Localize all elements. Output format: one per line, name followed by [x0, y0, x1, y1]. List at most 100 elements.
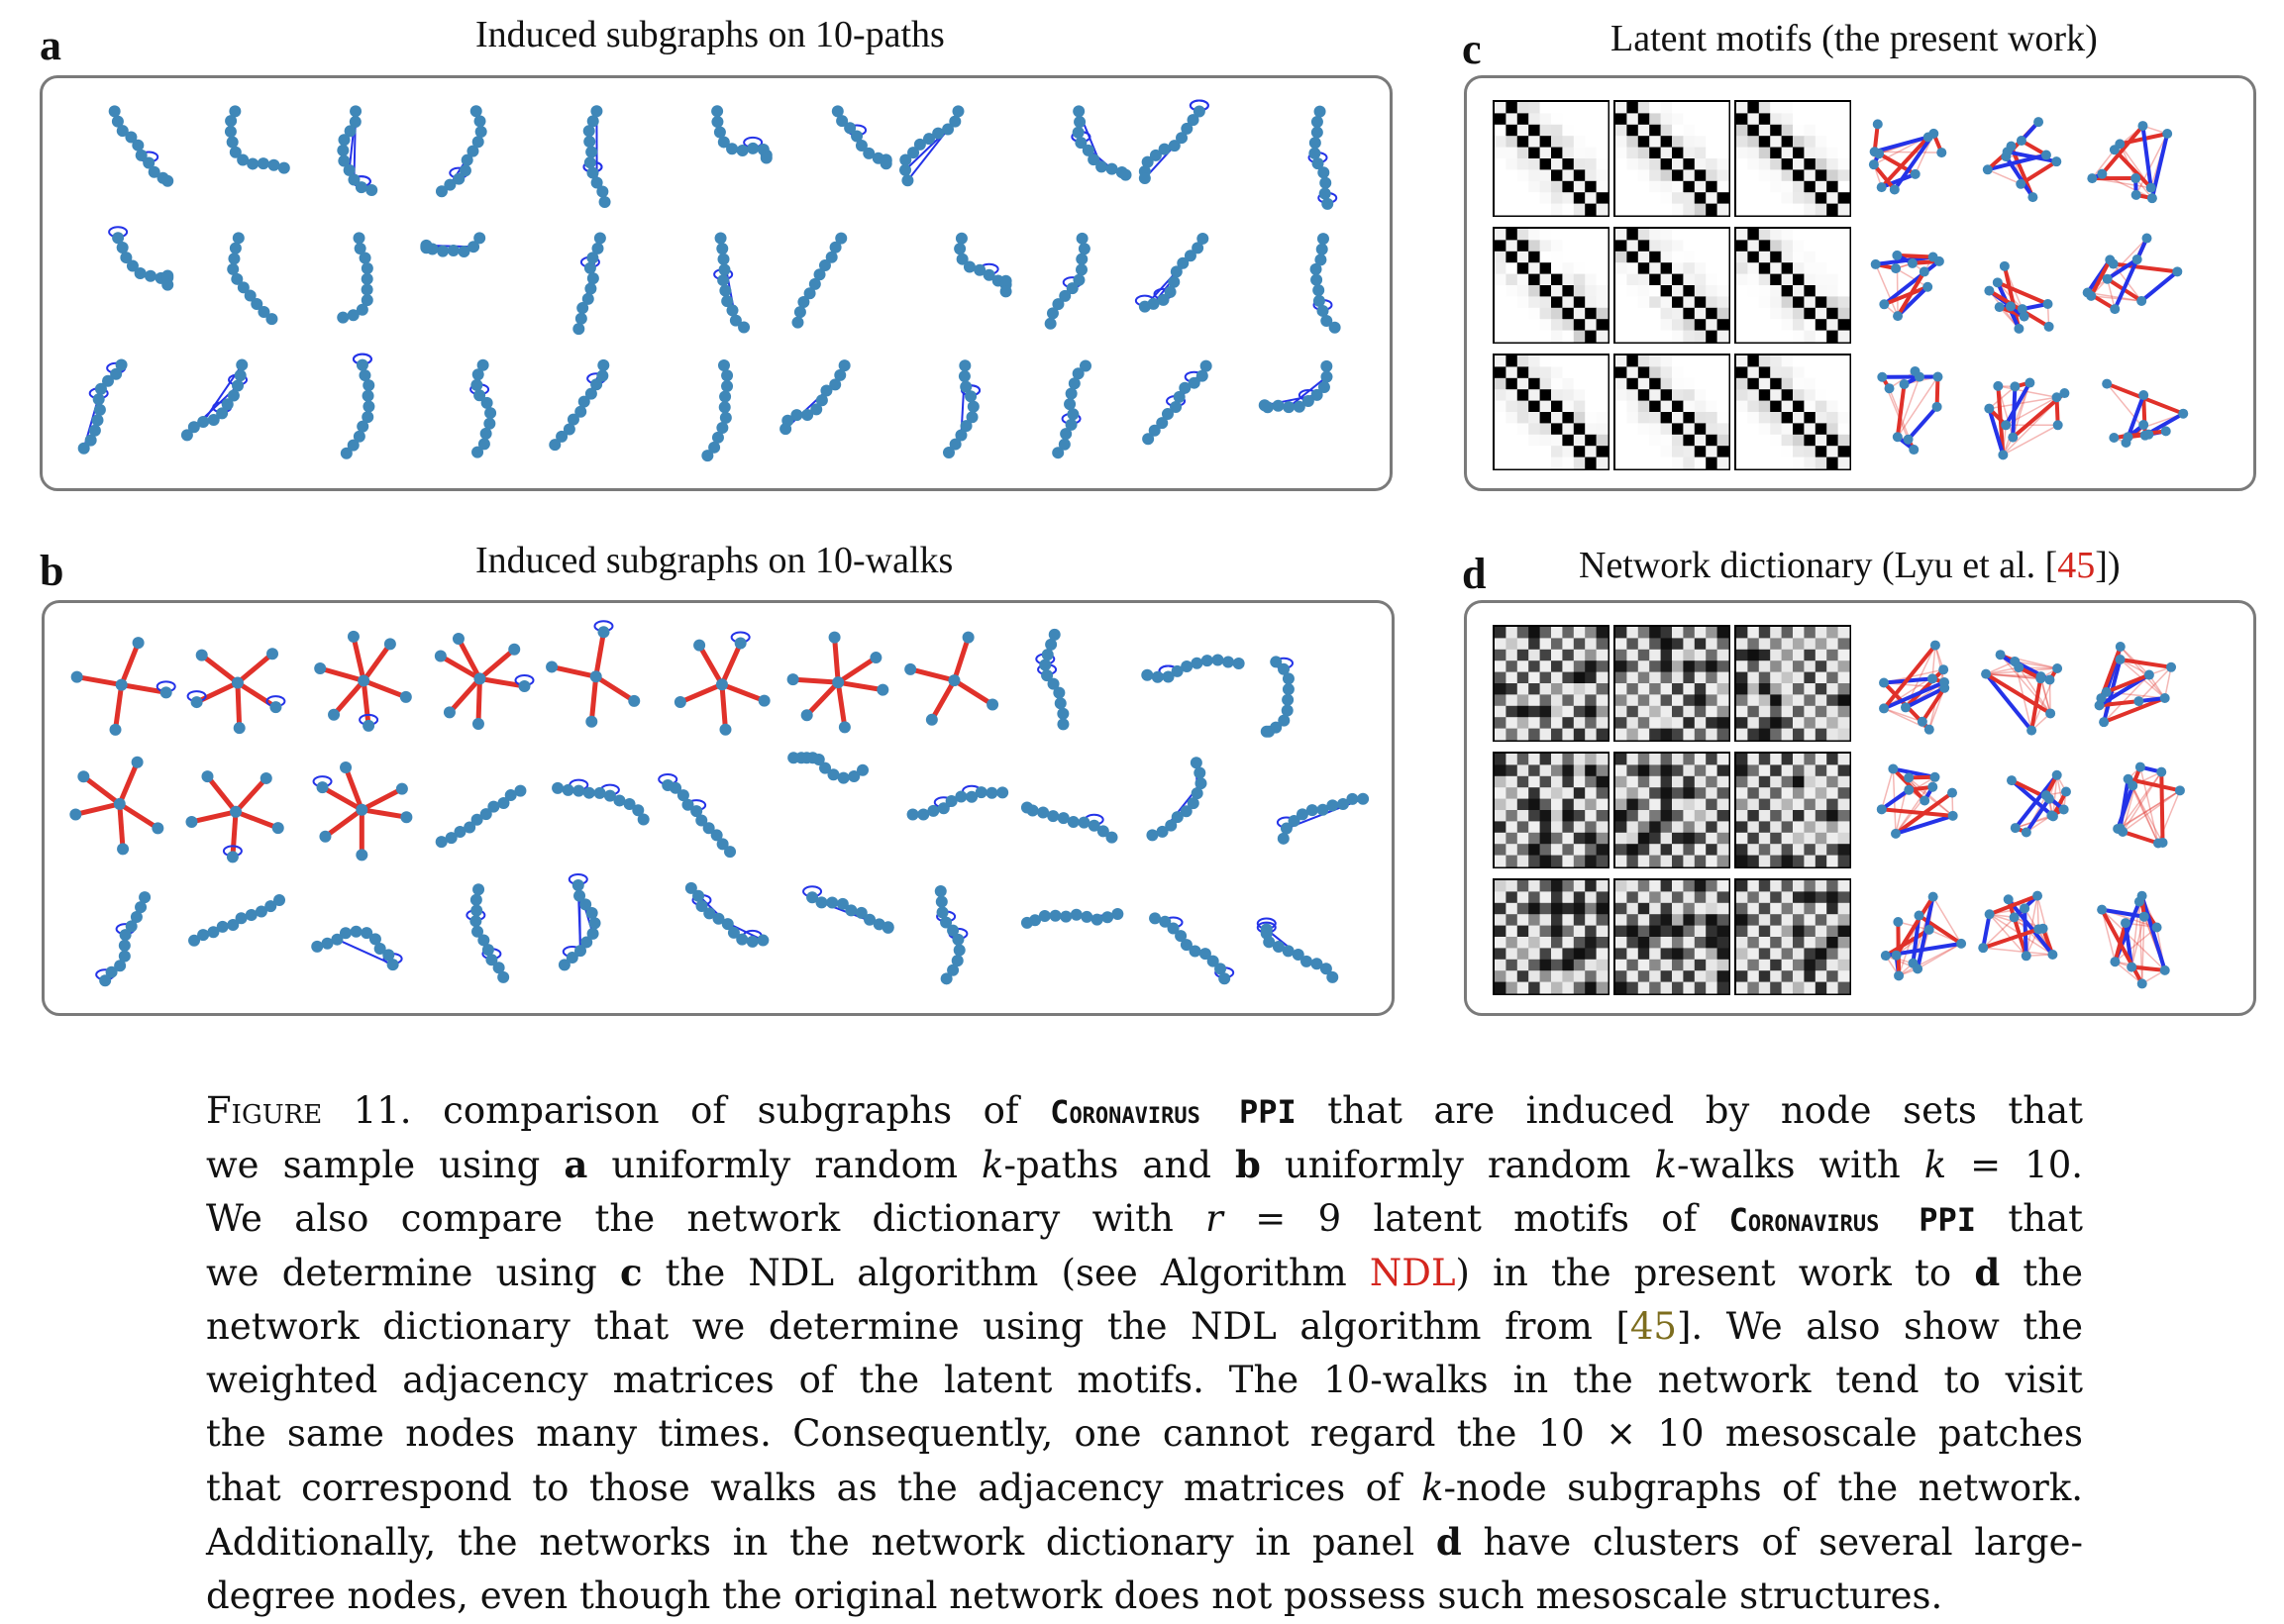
matrix-cell [1505, 389, 1518, 402]
matrix-cell [1551, 937, 1563, 949]
matrix-cell [1637, 136, 1650, 149]
panel-d-citation-link[interactable]: 45 [2057, 545, 2096, 586]
matrix-cell [1770, 970, 1783, 983]
matrix-cell [1649, 810, 1662, 822]
matrix-cell [1694, 981, 1707, 994]
node [1931, 401, 1942, 412]
matrix-cell [1706, 891, 1718, 904]
matrix-cell [1781, 457, 1794, 469]
matrix-cell [1683, 959, 1696, 971]
node [1926, 673, 1937, 684]
matrix-cell [1562, 262, 1575, 275]
matrix-cell [1615, 366, 1627, 379]
matrix-cell [1551, 169, 1563, 182]
node [596, 369, 609, 382]
node [1199, 359, 1212, 372]
matrix-cell [1815, 319, 1827, 332]
matrix-cell [1683, 203, 1696, 216]
matrix-cell [1562, 638, 1575, 651]
matrix-cell [1770, 457, 1783, 469]
node [572, 784, 585, 797]
matrix-cell [1837, 948, 1850, 961]
matrix-cell [1660, 389, 1673, 402]
node [949, 115, 962, 128]
matrix-cell [1660, 925, 1673, 938]
matrix-cell [1626, 981, 1639, 994]
matrix-cell [1804, 377, 1817, 390]
node [717, 136, 730, 149]
matrix-cell [1694, 285, 1707, 297]
node [1188, 376, 1200, 389]
node [69, 808, 82, 821]
node [1317, 166, 1330, 179]
matrix-cell [1716, 192, 1729, 205]
matrix-cell [1505, 671, 1518, 684]
node [1316, 304, 1329, 317]
matrix-cell [1758, 229, 1771, 241]
matrix-cell [1585, 694, 1598, 707]
matrix-cell [1837, 627, 1850, 639]
matrix-cell [1528, 434, 1541, 447]
node [476, 358, 489, 371]
node [1047, 810, 1060, 823]
matrix-cell [1626, 970, 1639, 983]
matrix-cell [1637, 810, 1650, 822]
matrix-cell [1585, 330, 1598, 343]
node [2166, 661, 2177, 672]
matrix-cell [1837, 389, 1850, 402]
matrix-cell [1770, 180, 1783, 193]
matrix-cell [1736, 296, 1748, 309]
matrix-cell [1837, 694, 1850, 707]
node [942, 446, 955, 458]
matrix-cell [1649, 147, 1662, 159]
node [1105, 162, 1118, 175]
matrix-cell [1495, 262, 1506, 275]
citation-45-link[interactable]: 45 [1629, 1304, 1677, 1348]
node [269, 701, 282, 714]
matrix-cell [1660, 649, 1673, 661]
node [960, 380, 973, 393]
node [942, 123, 955, 136]
matrix-cell [1562, 377, 1575, 390]
matrix-cell [1694, 891, 1707, 904]
edge [837, 679, 883, 693]
matrix-cell [1528, 192, 1541, 205]
matrix-cell [1758, 855, 1771, 867]
matrix-cell [1505, 649, 1518, 661]
algorithm-ndl-link[interactable]: NDL [1369, 1252, 1456, 1295]
matrix-cell [1528, 728, 1541, 741]
matrix-cell [1596, 821, 1609, 834]
matrix-cell [1573, 880, 1586, 892]
matrix-cell [1637, 832, 1650, 845]
matrix-cell [1495, 937, 1506, 949]
edge [351, 636, 366, 682]
matrix-cell [1826, 102, 1839, 114]
matrix-cell [1804, 914, 1817, 927]
edge [578, 895, 582, 952]
matrix-cell [1562, 660, 1575, 673]
matrix-cell [1694, 457, 1707, 469]
matrix-cell [1747, 180, 1760, 193]
edge [236, 652, 274, 685]
matrix-cell [1826, 683, 1839, 695]
panel-d-network-dictionary [1464, 600, 2256, 1016]
matrix-cell [1505, 787, 1518, 800]
matrix-cell [1516, 754, 1529, 765]
matrix-cell [1539, 124, 1552, 137]
matrix-cell [1615, 683, 1627, 695]
node [2128, 780, 2138, 791]
matrix-cell [1626, 169, 1639, 182]
matrix-cell [1815, 764, 1827, 777]
matrix-cell [1649, 880, 1662, 892]
matrix-cell [1495, 296, 1506, 309]
matrix-cell [1637, 434, 1650, 447]
matrix-cell [1585, 798, 1598, 811]
matrix-cell [1660, 180, 1673, 193]
matrix-cell [1736, 844, 1748, 857]
node [797, 296, 810, 309]
node [207, 413, 220, 426]
matrix-cell [1539, 649, 1552, 661]
matrix-cell [1747, 366, 1760, 379]
node [662, 779, 675, 792]
matrix-cell [1539, 296, 1552, 309]
